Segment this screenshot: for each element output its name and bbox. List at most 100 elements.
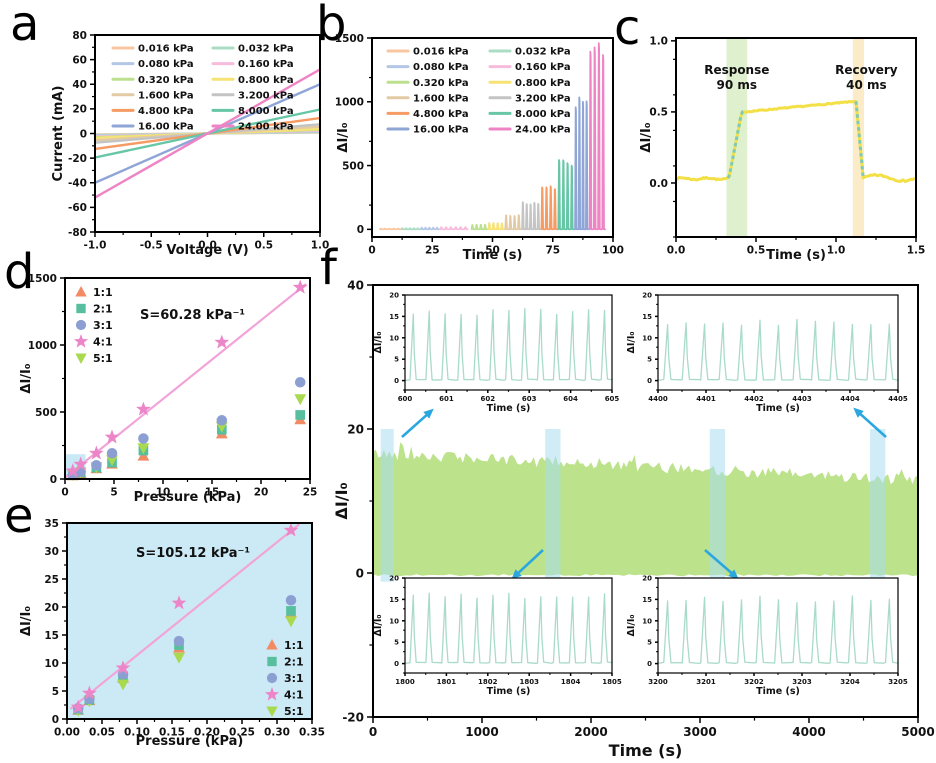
- svg-text:3205: 3205: [888, 678, 908, 686]
- legend-item: 3.200 kPa: [211, 90, 294, 101]
- legend-item: 0.320 kPa: [111, 75, 194, 86]
- svg-text:1804: 1804: [561, 678, 581, 686]
- legend-label: 4:1: [284, 689, 304, 702]
- zoom-arrow: [704, 549, 733, 575]
- svg-text:30: 30: [44, 546, 59, 558]
- svg-text:0: 0: [357, 224, 364, 236]
- band-label: Recovery: [835, 63, 898, 77]
- marker-star: [283, 522, 299, 537]
- svg-text:-40: -40: [68, 178, 87, 190]
- marker-square: [286, 606, 296, 616]
- x-axis-label: Time (s): [766, 248, 826, 263]
- panel-label-d: d: [4, 244, 35, 300]
- zoom-highlight-band: [545, 429, 561, 582]
- stability-trace: [373, 442, 918, 577]
- panel-label-c: c: [614, 0, 641, 56]
- svg-text:20: 20: [254, 487, 269, 499]
- legend-item: 0.320 kPa: [386, 78, 469, 89]
- legend-item: 1.600 kPa: [386, 93, 469, 104]
- svg-text:0.5: 0.5: [747, 245, 766, 257]
- legend-item: 0.016 kPa: [111, 44, 194, 55]
- marker-triangle-down: [137, 443, 150, 455]
- svg-text:25: 25: [44, 574, 59, 586]
- zoom-arrow: [859, 412, 887, 438]
- svg-text:24.00 kPa: 24.00 kPa: [238, 122, 294, 133]
- svg-text:1.600 kPa: 1.600 kPa: [413, 93, 469, 104]
- pulse-group: [400, 227, 421, 231]
- svg-text:20: 20: [44, 602, 59, 614]
- inset-axes: 3200 3201 3202 3203 3204 3205 0 5 10 15 20 Time (s)…: [626, 575, 908, 697]
- svg-text:0.800 kPa: 0.800 kPa: [515, 78, 571, 89]
- svg-text:3000: 3000: [683, 725, 716, 739]
- plot-background: [67, 523, 312, 719]
- svg-text:25: 25: [425, 245, 440, 257]
- svg-text:1500: 1500: [335, 33, 364, 45]
- legend-label: 1:1: [93, 286, 113, 299]
- pulse-group: [557, 159, 575, 231]
- legend-label: 3:1: [93, 319, 113, 332]
- marker-circle: [91, 460, 102, 471]
- y-axis-label: ΔI/I₀: [336, 122, 351, 152]
- svg-text:1.0: 1.0: [827, 245, 846, 257]
- marker-star: [70, 699, 86, 714]
- svg-text:0.15: 0.15: [159, 727, 185, 739]
- marker-circle: [138, 433, 149, 444]
- inset-bottom-left: 1800 1801 1802 1803 1804 1805 0 5 10 15 20 Time (s)…: [373, 575, 622, 697]
- svg-text:0.080 kPa: 0.080 kPa: [138, 59, 194, 70]
- svg-text:-60: -60: [68, 202, 87, 214]
- zoom-arrow-head: [853, 407, 864, 418]
- marker-circle: [285, 595, 297, 606]
- svg-text:10: 10: [389, 334, 399, 342]
- svg-text:60: 60: [72, 54, 87, 66]
- zoom-arrow-head: [423, 408, 434, 419]
- marker-triangle-up: [266, 639, 278, 650]
- svg-text:5: 5: [394, 356, 399, 364]
- svg-text:25: 25: [303, 487, 318, 499]
- marker-circle: [294, 376, 306, 388]
- svg-text:1802: 1802: [478, 678, 498, 686]
- marker-triangle-down: [117, 679, 129, 691]
- svg-text:3.200 kPa: 3.200 kPa: [238, 90, 294, 101]
- y-axis-label: ΔI/I₀: [373, 331, 384, 353]
- marker-star: [73, 456, 89, 471]
- marker-square: [267, 656, 277, 667]
- legend-item: 1.600 kPa: [111, 90, 194, 101]
- y-axis-label: ΔI/I₀: [373, 614, 384, 636]
- svg-text:1.600 kPa: 1.600 kPa: [138, 90, 194, 101]
- y-axis-label: Current (mA): [51, 86, 66, 182]
- y-axis-label: ΔI/I₀: [332, 482, 351, 519]
- svg-text:100: 100: [602, 245, 624, 257]
- marker-triangle-down: [106, 455, 118, 467]
- svg-text:16.00 kPa: 16.00 kPa: [413, 125, 469, 136]
- svg-text:5000: 5000: [901, 725, 934, 739]
- legend-item: 4.800 kPa: [111, 106, 194, 117]
- x-axis-label: Time (s): [756, 403, 800, 414]
- legend-item: 0.160 kPa: [488, 62, 571, 73]
- inset-trace: [404, 307, 613, 382]
- svg-text:0: 0: [394, 660, 399, 668]
- iv-line: [93, 68, 322, 199]
- svg-text:20: 20: [642, 575, 652, 583]
- pulse-group: [574, 96, 589, 231]
- legend-label: 5:1: [284, 705, 304, 718]
- svg-text:500: 500: [35, 407, 57, 419]
- svg-text:10: 10: [44, 658, 59, 670]
- marker-star: [171, 595, 187, 610]
- sensitivity-annotation: S=105.12 kPa⁻¹: [136, 546, 250, 561]
- marker-star: [264, 687, 280, 701]
- svg-text:4000: 4000: [792, 725, 825, 739]
- svg-text:4403: 4403: [792, 395, 812, 403]
- legend-item: 0.800 kPa: [488, 78, 571, 89]
- svg-text:4402: 4402: [744, 395, 764, 403]
- svg-text:4.800 kPa: 4.800 kPa: [138, 106, 194, 117]
- svg-text:80: 80: [72, 30, 87, 42]
- response-trace: [675, 99, 916, 183]
- legend-label: 1:1: [284, 639, 304, 652]
- panel-d-sensitivity-chart: S=60.28 kPa⁻¹ 1:1 2:1 3:1 4:1 5:1 0 5 10 15 20 25 0 5…: [19, 273, 318, 505]
- x-axis-label: Time (s): [487, 403, 531, 414]
- svg-text:35: 35: [44, 518, 59, 530]
- y-axis-label: ΔI/I₀: [626, 614, 637, 636]
- svg-text:5: 5: [647, 639, 652, 647]
